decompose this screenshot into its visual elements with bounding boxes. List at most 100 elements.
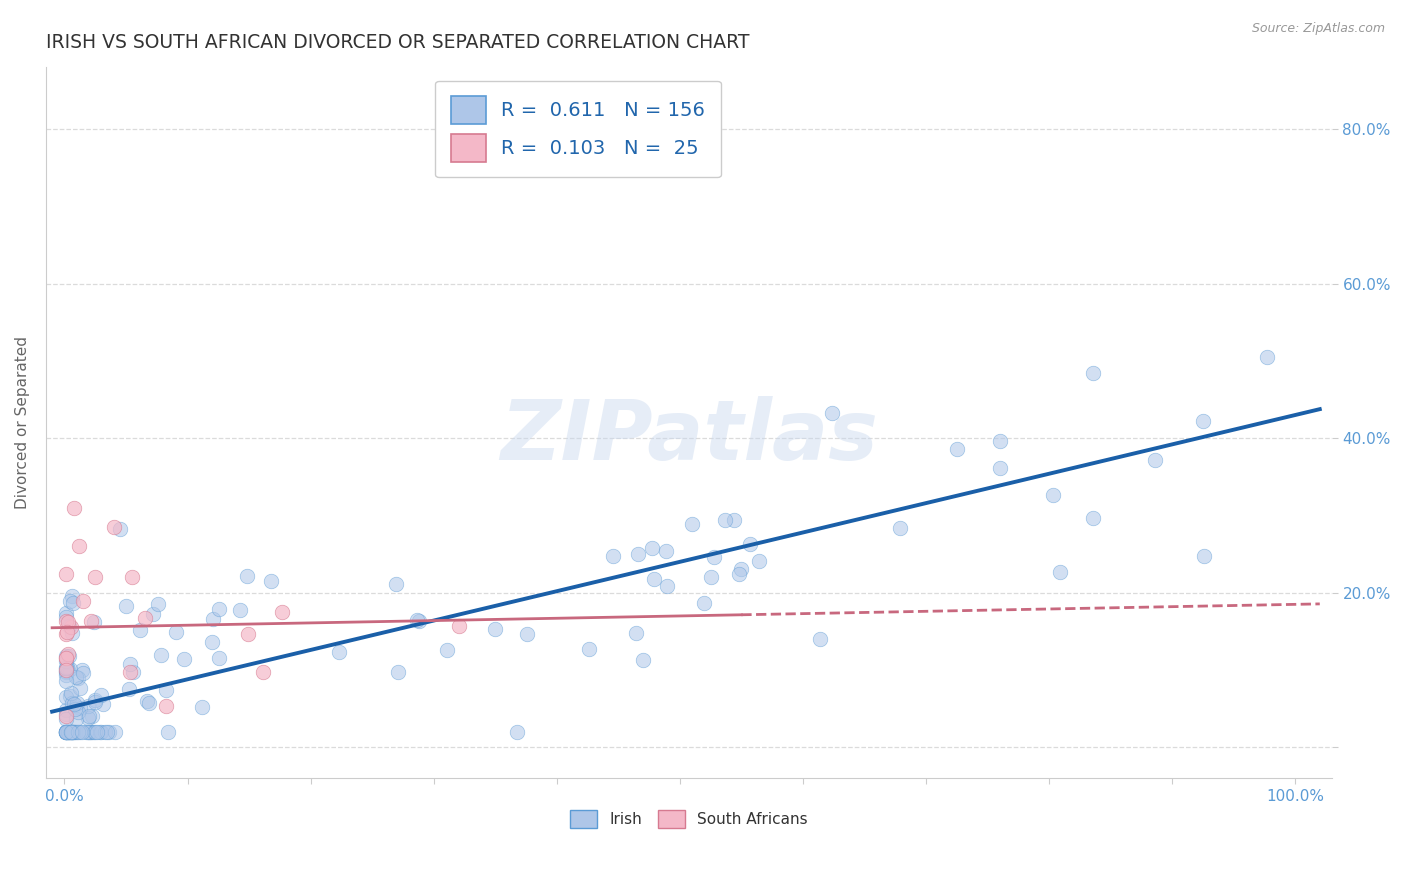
Point [83,695,105,709]
Point [79,724,101,739]
Point [77,708,100,723]
Point [59,685,82,699]
Point [86,724,108,739]
Point [155,683,177,698]
Point [82,724,104,739]
Point [89,724,111,739]
Point [60,724,83,739]
Point [77,724,100,739]
Point [238,627,260,641]
Point [1191,414,1213,428]
Point [60,724,83,739]
Point [55,690,77,705]
Point [748,553,770,567]
Point [66,706,89,720]
Point [58,619,80,633]
Point [889,521,911,535]
Point [63,724,86,739]
Point [60,724,83,739]
Point [55,651,77,665]
Point [657,579,679,593]
Point [63,500,86,515]
Point [55,703,77,717]
Point [156,724,179,739]
Point [55,724,77,739]
Point [1081,366,1104,380]
Point [728,566,751,581]
Point [655,544,678,558]
Point [59,724,82,739]
Point [55,663,77,677]
Point [58,615,80,629]
Point [77,699,100,714]
Point [55,664,77,678]
Point [271,605,294,619]
Point [90,724,112,739]
Point [702,550,724,565]
Point [77,724,100,739]
Point [70,663,93,677]
Point [80,708,103,723]
Point [260,574,283,589]
Point [730,562,752,576]
Point [83,615,105,629]
Point [201,612,224,626]
Point [207,650,229,665]
Point [66,724,89,739]
Point [516,626,538,640]
Point [700,570,723,584]
Point [810,632,832,646]
Point [62,724,84,739]
Point [55,724,77,739]
Point [70,724,93,739]
Point [59,620,82,634]
Point [77,724,100,739]
Point [602,549,624,564]
Point [83,724,105,739]
Point [63,702,86,716]
Point [58,724,80,739]
Point [55,607,77,621]
Point [90,688,112,702]
Point [58,724,80,739]
Point [406,613,429,627]
Point [387,665,409,679]
Point [988,460,1011,475]
Point [59,689,82,703]
Point [56,724,79,739]
Point [631,653,654,667]
Point [55,668,77,682]
Point [77,710,100,724]
Point [1049,566,1071,580]
Point [436,643,458,657]
Point [55,724,77,739]
Text: IRISH VS SOUTH AFRICAN DIVORCED OR SEPARATED CORRELATION CHART: IRISH VS SOUTH AFRICAN DIVORCED OR SEPAR… [46,33,749,52]
Point [117,682,139,697]
Point [142,607,165,621]
Point [627,547,650,561]
Point [228,602,250,616]
Point [66,696,89,710]
Point [55,654,77,668]
Point [62,724,84,739]
Point [1081,510,1104,524]
Point [59,594,82,608]
Point [626,626,648,640]
Point [408,615,430,629]
Point [55,724,77,739]
Point [56,660,79,674]
Point [120,657,142,671]
Point [72,594,94,608]
Text: ZIPatlas: ZIPatlas [501,396,877,477]
Point [66,724,89,739]
Point [69,681,91,695]
Point [55,648,77,663]
Point [191,700,214,714]
Point [97,724,120,739]
Point [60,589,83,603]
Point [58,724,80,739]
Point [55,615,77,629]
Point [75,724,97,739]
Point [55,712,77,726]
Point [723,513,745,527]
